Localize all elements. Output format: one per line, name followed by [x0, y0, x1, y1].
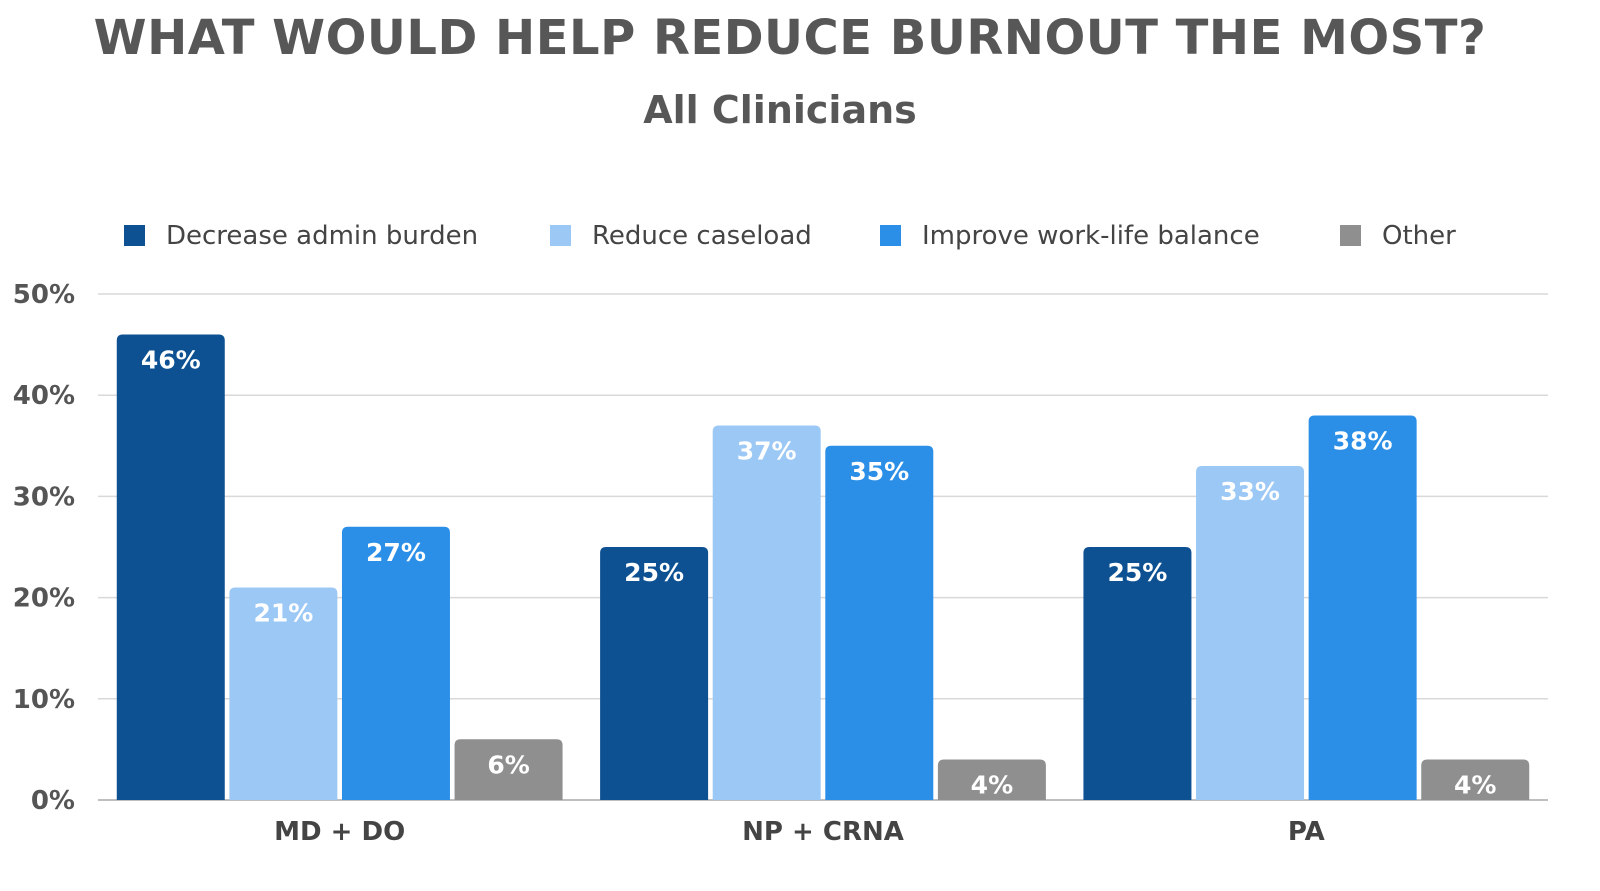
data-label: 33% — [1220, 477, 1280, 506]
data-label: 27% — [366, 538, 426, 567]
y-tick-label: 30% — [13, 482, 75, 512]
bar — [600, 547, 709, 800]
data-label: 38% — [1333, 426, 1393, 455]
x-tick-label: NP + CRNA — [742, 817, 904, 847]
legend-swatch — [880, 225, 901, 246]
data-label: 25% — [624, 558, 684, 587]
legend-label: Decrease admin burden — [166, 221, 478, 251]
data-label: 25% — [1108, 558, 1168, 587]
legend-label: Improve work-life balance — [922, 221, 1260, 251]
bar — [454, 739, 563, 800]
y-tick-label: 40% — [13, 381, 75, 411]
chart-gridlines — [98, 293, 1548, 801]
legend-swatch — [550, 225, 571, 246]
bar — [341, 526, 450, 800]
data-label: 4% — [971, 771, 1013, 800]
data-label: 21% — [253, 598, 313, 627]
chart-title: WHAT WOULD HELP REDUCE BURNOUT THE MOST? — [93, 10, 1487, 66]
bar — [1083, 547, 1192, 800]
y-axis: 0% 10% 20% 30% 40% 50% — [13, 280, 75, 816]
data-label: 37% — [737, 437, 797, 466]
bar — [1196, 466, 1305, 800]
data-label: 46% — [141, 345, 201, 374]
x-axis: MD + DO NP + CRNA PA — [274, 817, 1325, 847]
chart-legend: Decrease admin burden Reduce caseload Impr… — [124, 221, 1456, 251]
bar — [116, 334, 225, 800]
y-tick-label: 20% — [13, 584, 75, 614]
bar — [1308, 415, 1417, 800]
y-tick-label: 50% — [13, 280, 75, 310]
data-label: 4% — [1454, 771, 1496, 800]
x-tick-label: PA — [1288, 817, 1325, 847]
chart-subtitle: All Clinicians — [643, 88, 917, 132]
x-tick-label: MD + DO — [274, 817, 405, 847]
bar — [1421, 759, 1530, 800]
legend-swatch — [124, 225, 145, 246]
legend-swatch — [1340, 225, 1361, 246]
y-tick-label: 0% — [31, 786, 75, 816]
bar — [937, 759, 1046, 800]
bar — [229, 587, 338, 800]
bar — [825, 445, 934, 800]
data-label: 35% — [849, 457, 909, 486]
legend-label: Reduce caseload — [592, 221, 812, 251]
bar — [712, 425, 821, 800]
legend-label: Other — [1382, 221, 1456, 251]
data-label: 6% — [487, 750, 529, 779]
chart-bars: 46% 21% 27% 6% 25% 37% 35% 4% 25% 33% 38% 4% — [116, 334, 1530, 800]
y-tick-label: 10% — [13, 685, 75, 715]
